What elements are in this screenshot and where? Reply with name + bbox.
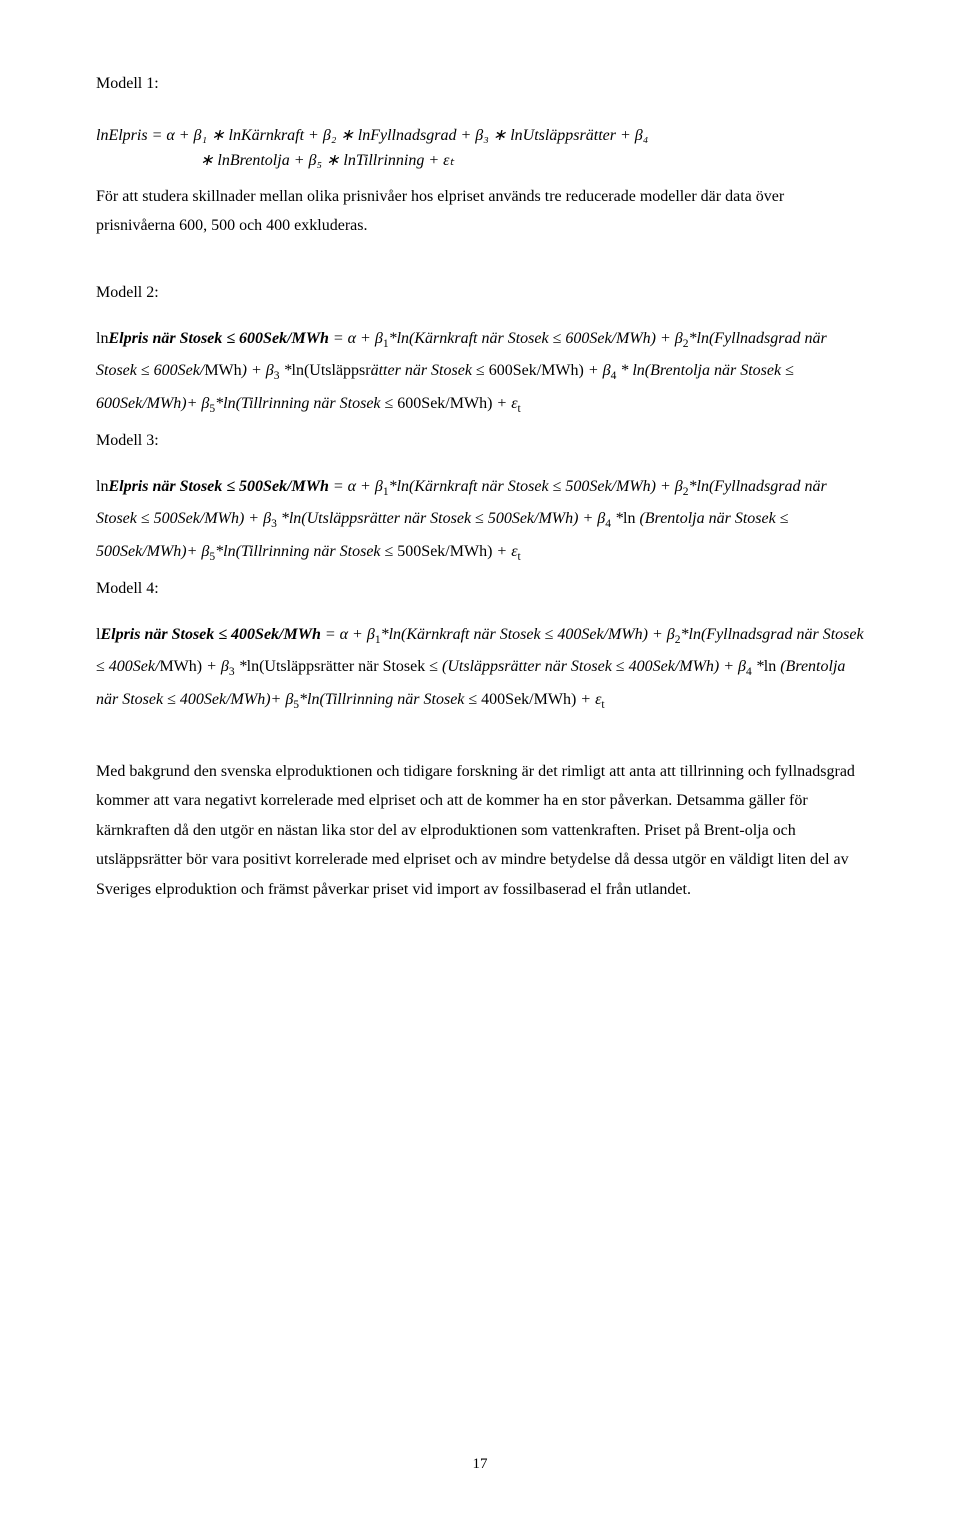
model2-seg3b: + β bbox=[584, 362, 611, 379]
model3-lhs: Elpris när Stosek ≤ 500Sek/MWh bbox=[108, 478, 328, 495]
model3-seg3c: ln bbox=[623, 510, 639, 527]
model4-seg1a: = α + β bbox=[321, 626, 375, 643]
model4-seg3b: * bbox=[752, 658, 764, 675]
model2-seg2c: MWh bbox=[204, 362, 241, 379]
model2-seg2f: * bbox=[280, 362, 292, 379]
model2-seg4b: + ε bbox=[492, 395, 517, 412]
model2-seg3e: *ln(Tillrinning när Stosek ≤ bbox=[215, 395, 397, 412]
model2-seg2g: ln(Utsläppsr bbox=[292, 362, 371, 379]
model3-equation: lnElpris när Stosek ≤ 500Sek/MWh = α + β… bbox=[96, 471, 864, 569]
model2-seg2h: ätter när Stosek ≤ bbox=[371, 362, 489, 379]
model4-seg3a: 400Sek/MWh) + β bbox=[629, 658, 746, 675]
model4-seg4a: 400Sek/MWh) bbox=[481, 691, 576, 708]
model3-seg3a: 500Sek/MWh) + β bbox=[488, 510, 605, 527]
model4-seg3e: *ln(Tillrinning när Stosek ≤ bbox=[299, 691, 481, 708]
model4-lhs: Elpris när Stosek ≤ 400Sek/MWh bbox=[100, 626, 320, 643]
model3-seg1a: = α + β bbox=[329, 478, 383, 495]
model1-eq-line2: ∗ lnBrentolja + β₅ ∗ lnTillrinning + εₜ bbox=[148, 152, 454, 169]
model4-seg3c: ln bbox=[764, 658, 780, 675]
model3-seg3e: *ln(Tillrinning när Stosek ≤ bbox=[215, 543, 397, 560]
model3-seg4b: + ε bbox=[492, 543, 517, 560]
model2-ln-prefix: ln bbox=[96, 330, 108, 347]
model4-seg2c: MWh) bbox=[159, 658, 202, 675]
model1-equation: lnElpris = α + β₁ ∗ lnKärnkraft + β₂ ∗ l… bbox=[148, 124, 864, 174]
model4-seg2d: + β bbox=[202, 658, 229, 675]
sub-t: t bbox=[601, 699, 604, 711]
model2-seg1b: *ln(Kärnkraft när Stosek ≤ 600Sek/MWh) + bbox=[389, 330, 675, 347]
model4-equation: lElpris när Stosek ≤ 400Sek/MWh = α + β1… bbox=[96, 619, 864, 717]
page: Modell 1: lnElpris = α + β₁ ∗ lnKärnkraf… bbox=[0, 0, 960, 1515]
model2-seg3a: 600Sek/MWh) bbox=[489, 362, 584, 379]
conclusion-paragraph: Med bakgrund den svenska elproduktionen … bbox=[96, 757, 864, 905]
model2-seg3c: * bbox=[616, 362, 632, 379]
model2-heading: Modell 2: bbox=[96, 281, 864, 305]
model2-seg2e: + β bbox=[247, 362, 274, 379]
model3-seg1b: *ln(Kärnkraft när Stosek ≤ 500Sek/MWh) + bbox=[389, 478, 675, 495]
model4-heading: Modell 4: bbox=[96, 577, 864, 601]
model3-seg3b: * bbox=[611, 510, 623, 527]
model4-seg2f: ln(Utsläppsrätter när Stosek ≤ bbox=[247, 658, 442, 675]
model3-ln-prefix: ln bbox=[96, 478, 108, 495]
model1-heading: Modell 1: bbox=[96, 72, 864, 96]
model2-lhs: Elpris när Stosek ≤ 600Sek/MWh bbox=[108, 330, 328, 347]
model2-seg4a: 600Sek/MWh) bbox=[397, 395, 492, 412]
model2-seg1a: = α + β bbox=[329, 330, 383, 347]
model3-seg2a: β bbox=[675, 478, 683, 495]
sub-t: t bbox=[518, 403, 521, 415]
model3-seg2c: *ln(Utsläppsrätter när Stosek ≤ bbox=[277, 510, 488, 527]
model1-paragraph: För att studera skillnader mellan olika … bbox=[96, 182, 864, 241]
sub-t: t bbox=[518, 551, 521, 563]
model4-seg2a: β bbox=[667, 626, 675, 643]
model4-seg1b: *ln(Kärnkraft när Stosek ≤ 400Sek/MWh) + bbox=[381, 626, 667, 643]
page-number: 17 bbox=[0, 1451, 960, 1479]
model2-seg2a: β bbox=[675, 330, 683, 347]
model2-equation: lnElpris när Stosek ≤ 600Sek/MWh = α + β… bbox=[96, 323, 864, 421]
model4-seg2e: * bbox=[235, 658, 247, 675]
model1-eq-line1: lnElpris = α + β₁ ∗ lnKärnkraft + β₂ ∗ l… bbox=[96, 127, 648, 144]
model3-heading: Modell 3: bbox=[96, 429, 864, 453]
model3-seg4a: 500Sek/MWh) bbox=[397, 543, 492, 560]
model4-seg2g: (Utsläppsrätter när Stosek ≤ bbox=[442, 658, 629, 675]
model4-seg4b: + ε bbox=[576, 691, 601, 708]
